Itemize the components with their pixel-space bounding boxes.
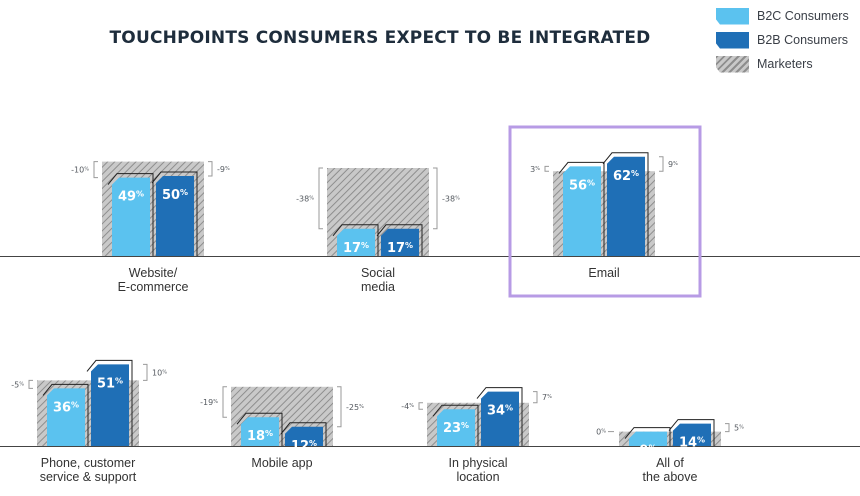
b2b-email-bar <box>607 156 645 256</box>
b2c-all-of-the-above-bar-outline <box>624 427 671 446</box>
legend-item-marketers: Marketers <box>716 52 849 76</box>
category-label-email: Email <box>588 266 619 280</box>
b2c-email-bar-outline <box>558 161 605 256</box>
diff-b2c-email: 3% <box>530 165 540 174</box>
bracket-b2c-email <box>544 165 549 172</box>
b2b-mobile-app-bar-outline <box>280 422 327 446</box>
diff-b2c-website-e-commerce: -10% <box>71 166 89 175</box>
label-b2c-all-of-the-above: 9% <box>639 444 656 459</box>
diff-b2c-social-media: -38% <box>296 194 314 203</box>
category-label-social-media: Social <box>361 266 395 280</box>
chart-title: TOUCHPOINTS CONSUMERS EXPECT TO BE INTEG… <box>109 28 651 48</box>
diff-b2b-in-physical-location: 7% <box>542 393 552 402</box>
b2b-all-of-the-above-bar <box>673 423 711 446</box>
b2b-website-e-commerce-bar-outline <box>151 171 198 256</box>
legend-label-b2c: B2C Consumers <box>757 9 849 23</box>
b2c-social-media-bar-outline <box>332 224 379 256</box>
bracket-b2c-mobile-app <box>222 386 227 418</box>
bracket-b2b-phone-customer-service-support <box>143 363 148 381</box>
diff-b2b-phone-customer-service-support: 10% <box>152 368 167 377</box>
b2c-social-media-bar <box>337 228 375 256</box>
b2b-phone-customer-service-support-bar <box>91 364 129 446</box>
bracket-b2c-phone-customer-service-support <box>28 379 33 389</box>
b2c-website-e-commerce-bar <box>112 177 150 256</box>
category-label-phone-customer-service-support: service & support <box>40 470 137 484</box>
category-label-mobile-app: Mobile app <box>251 456 312 470</box>
label-b2b-mobile-app: 12% <box>291 439 317 454</box>
category-label-all-of-the-above: the above <box>643 470 698 484</box>
b2b-website-e-commerce-bar <box>156 176 194 256</box>
b2c-website-e-commerce-bar-outline <box>107 173 154 256</box>
category-label-website-e-commerce: E-commerce <box>118 280 189 294</box>
diff-b2b-email: 9% <box>668 160 678 169</box>
legend-item-b2c: B2C Consumers <box>716 4 849 28</box>
legend-item-b2b: B2B Consumers <box>716 28 849 52</box>
b2b-phone-customer-service-support-bar-outline <box>86 359 133 446</box>
highlight-box-email <box>508 125 702 298</box>
b2b-all-of-the-above-bar-outline <box>668 419 715 446</box>
b2b-email-bar-outline <box>602 152 649 256</box>
diff-b2c-mobile-app: -19% <box>200 398 218 407</box>
category-label-in-physical-location: location <box>456 470 499 484</box>
diff-b2b-social-media: -38% <box>442 194 460 203</box>
diff-b2c-all-of-the-above: 0% <box>596 428 606 437</box>
b2c-in-physical-location-bar-outline <box>432 404 479 446</box>
category-label-in-physical-location: In physical <box>448 456 507 470</box>
b2c-phone-customer-service-support-bar-outline <box>42 383 89 446</box>
b2b-in-physical-location-bar-outline <box>476 387 523 446</box>
bracket-b2c-in-physical-location <box>418 402 423 410</box>
bracket-b2b-email <box>659 156 664 172</box>
diff-b2b-mobile-app: -25% <box>346 403 364 412</box>
bracket-b2b-in-physical-location <box>533 391 538 404</box>
b2b-social-media-bar-outline <box>376 224 423 256</box>
diff-b2b-website-e-commerce: -9% <box>217 165 230 174</box>
b2c-mobile-app-bar <box>241 417 279 446</box>
legend: B2C Consumers B2B Consumers Marketers <box>716 4 849 76</box>
bracket-b2b-mobile-app <box>337 386 342 428</box>
b2c-mobile-app-bar-outline <box>236 412 283 446</box>
category-label-website-e-commerce: Website/ <box>129 266 178 280</box>
diff-b2b-all-of-the-above: 5% <box>734 424 744 433</box>
bracket-b2b-website-e-commerce <box>208 161 213 177</box>
b2b-in-physical-location-bar <box>481 391 519 446</box>
b2b-social-media-bar <box>381 228 419 256</box>
b2c-email-bar <box>563 166 601 256</box>
legend-swatch-b2c <box>716 7 749 25</box>
b2c-in-physical-location-bar <box>437 409 475 446</box>
diff-b2c-in-physical-location: -4% <box>401 402 414 411</box>
label-b2b-all-of-the-above: 14% <box>679 436 705 451</box>
b2c-all-of-the-above-bar <box>629 431 667 446</box>
bracket-b2c-website-e-commerce <box>93 161 98 179</box>
b2b-mobile-app-bar <box>285 426 323 446</box>
category-label-all-of-the-above: All of <box>656 456 684 470</box>
legend-label-marketers: Marketers <box>757 57 813 71</box>
bracket-b2b-social-media <box>433 167 438 230</box>
diff-b2c-phone-customer-service-support: -5% <box>11 380 24 389</box>
legend-swatch-b2b <box>716 31 749 49</box>
bracket-b2c-social-media <box>318 167 323 230</box>
legend-swatch-marketers <box>716 55 749 73</box>
b2c-phone-customer-service-support-bar <box>47 388 85 446</box>
legend-label-b2b: B2B Consumers <box>757 33 849 47</box>
category-label-social-media: media <box>361 280 395 294</box>
category-label-phone-customer-service-support: Phone, customer <box>41 456 136 470</box>
bracket-b2b-all-of-the-above <box>725 423 730 433</box>
